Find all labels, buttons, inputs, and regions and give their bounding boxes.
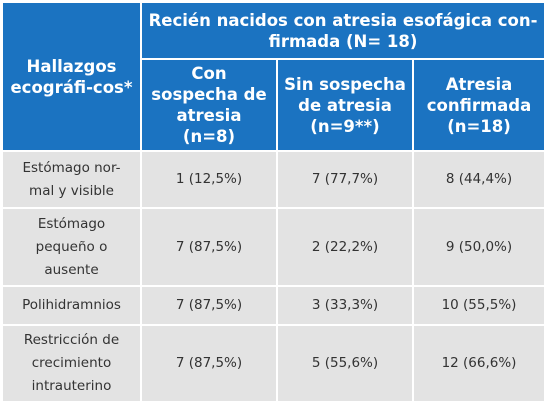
table-row: Estómago pequeño o ausente 7 (87,5%) 2 (…	[3, 209, 545, 287]
table-cell: 10 (55,5%)	[414, 287, 545, 326]
row-label: Estómago nor-mal y visible	[3, 152, 142, 209]
column-header-with-suspicion: Con sospecha de atresia (n=8)	[142, 60, 278, 152]
table-cell: 7 (87,5%)	[142, 209, 278, 287]
table-cell: 2 (22,2%)	[278, 209, 414, 287]
row-label: Polihidramnios	[3, 287, 142, 326]
table-cell: 5 (55,6%)	[278, 326, 414, 403]
row-label: Estómago pequeño o ausente	[3, 209, 142, 287]
corner-header: Hallazgos ecográfi-cos*	[3, 3, 142, 152]
table-cell: 7 (87,5%)	[142, 326, 278, 403]
table-cell: 3 (33,3%)	[278, 287, 414, 326]
table-cell: 8 (44,4%)	[414, 152, 545, 209]
table-cell: 9 (50,0%)	[414, 209, 545, 287]
findings-table: Hallazgos ecográfi-cos* Recién nacidos c…	[3, 3, 545, 403]
table-cell: 7 (87,5%)	[142, 287, 278, 326]
table-row: Restricción de crecimiento intrauterino …	[3, 326, 545, 403]
table-cell: 7 (77,7%)	[278, 152, 414, 209]
column-header-without-suspicion: Sin sospecha de atresia (n=9**)	[278, 60, 414, 152]
table-row: Polihidramnios 7 (87,5%) 3 (33,3%) 10 (5…	[3, 287, 545, 326]
column-header-confirmed: Atresia confirmada (n=18)	[414, 60, 545, 152]
table-cell: 12 (66,6%)	[414, 326, 545, 403]
table-row: Estómago nor-mal y visible 1 (12,5%) 7 (…	[3, 152, 545, 209]
row-label: Restricción de crecimiento intrauterino	[3, 326, 142, 403]
table-cell: 1 (12,5%)	[142, 152, 278, 209]
group-header: Recién nacidos con atresia esofágica con…	[142, 3, 545, 60]
